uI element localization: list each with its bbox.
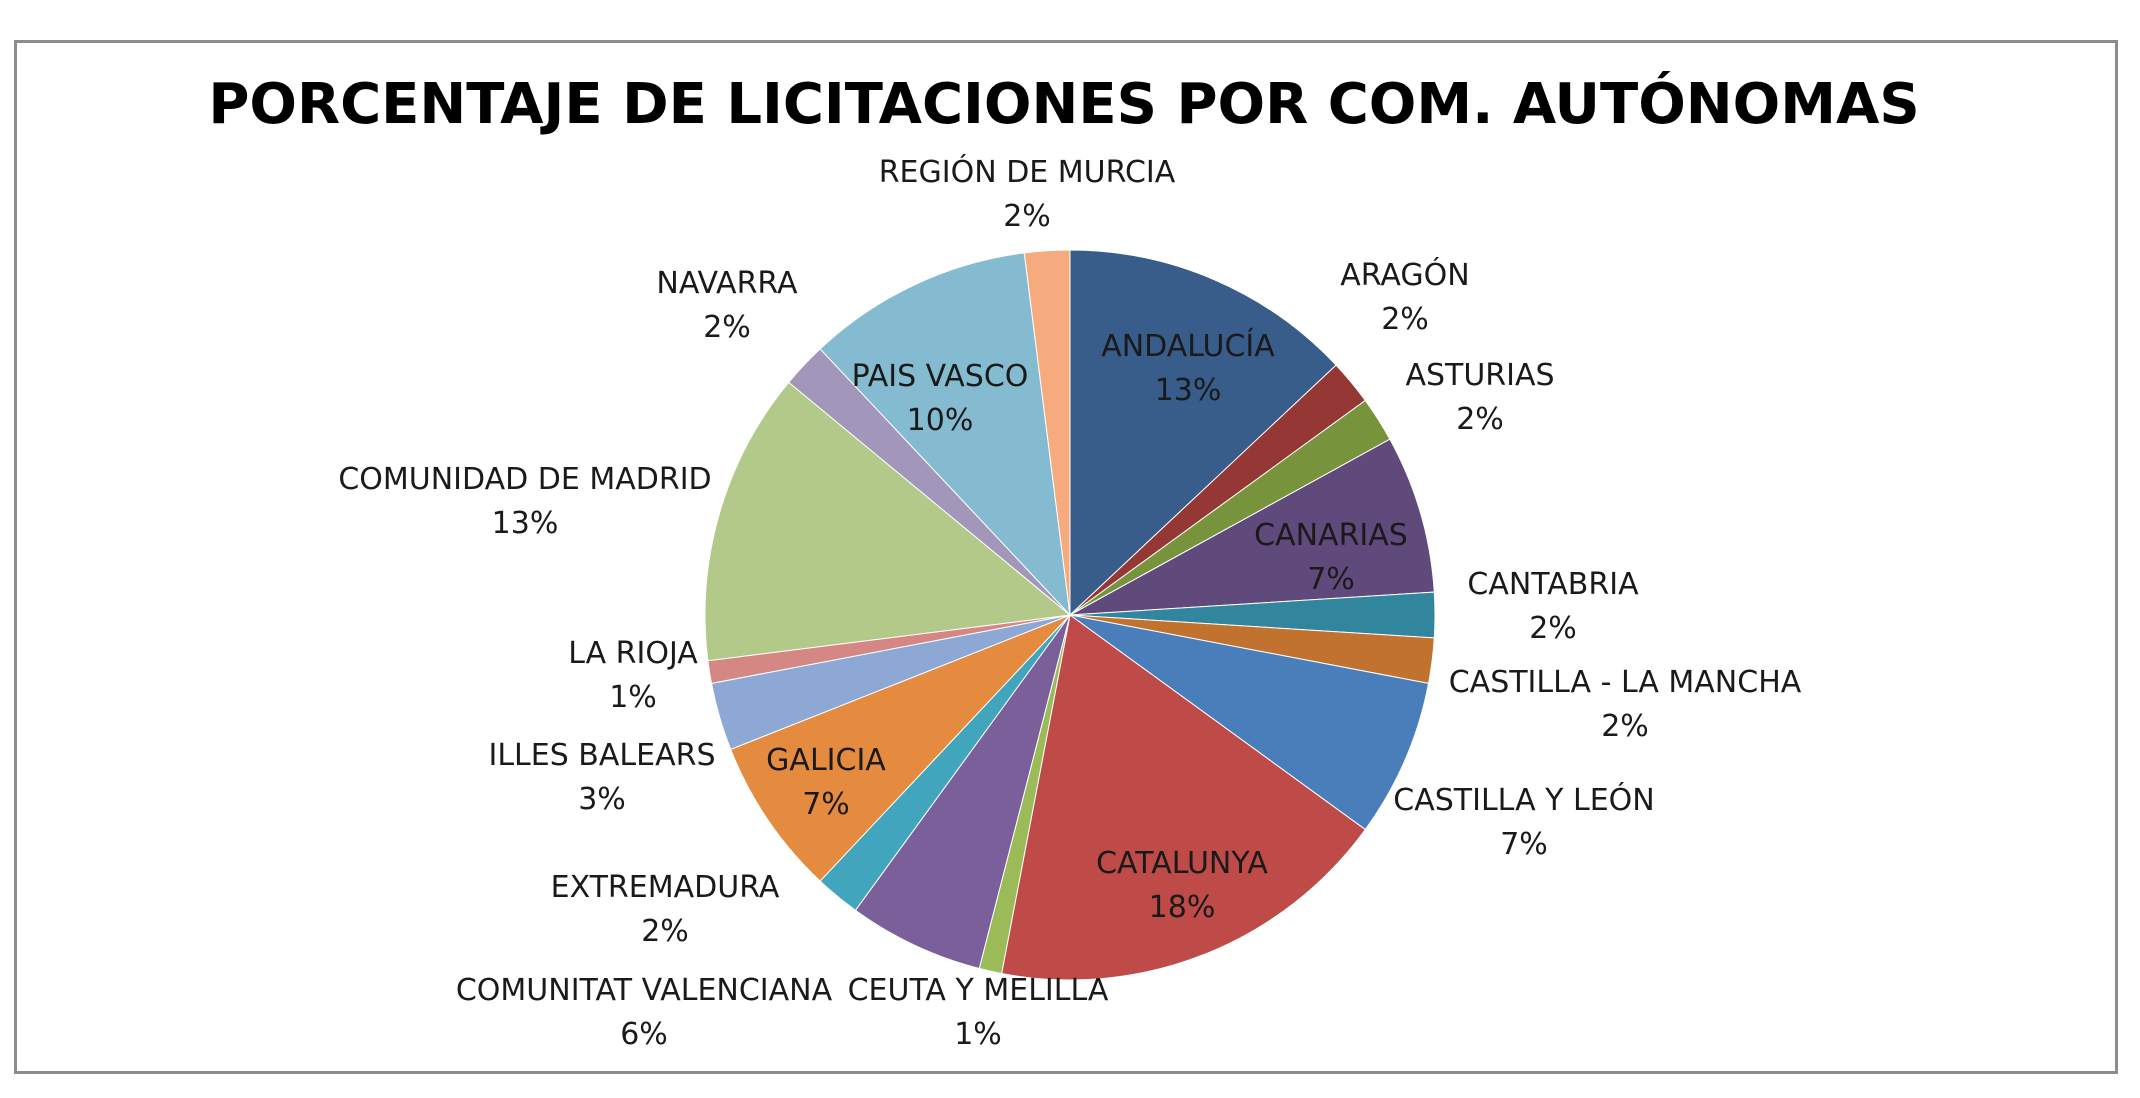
slice-label-value-castilla-y-leon: 7% bbox=[1500, 827, 1548, 862]
slice-label-value-navarra: 2% bbox=[703, 310, 751, 345]
pie-slice-pais-vasco bbox=[819, 252, 1071, 617]
slice-label-value-asturias: 2% bbox=[1456, 402, 1504, 437]
slice-label-value-illes-balears: 3% bbox=[578, 782, 626, 817]
slice-label-value-andalucia: 13% bbox=[1155, 373, 1222, 408]
slice-label-value-comunidad-de-madrid: 13% bbox=[492, 506, 559, 541]
slice-label-name-region-de-murcia: REGIÓN DE MURCIA bbox=[879, 153, 1176, 190]
pie-slice-castilla-y-leon bbox=[1069, 614, 1430, 831]
pie-slice-catalunya bbox=[1001, 614, 1366, 981]
chart-title: PORCENTAJE DE LICITACIONES POR COM. AUTÓ… bbox=[208, 72, 1920, 137]
slice-label-value-aragon: 2% bbox=[1381, 302, 1429, 337]
slice-label-value-ceuta-y-melilla: 1% bbox=[954, 1017, 1002, 1052]
slice-label-name-comunitat-valenciana: COMUNITAT VALENCIANA bbox=[456, 973, 833, 1008]
slice-label-value-region-de-murcia: 2% bbox=[1003, 199, 1051, 234]
slice-label-value-canarias: 7% bbox=[1307, 562, 1355, 597]
pie-labels: ANDALUCÍA 13% ARAGÓN 2% ASTURIAS 2% CANARIAS 7%… bbox=[338, 153, 1801, 1052]
slice-label-value-cantabria: 2% bbox=[1529, 611, 1577, 646]
slice-label-name-navarra: NAVARRA bbox=[656, 266, 798, 301]
slice-label-name-pais-vasco: PAIS VASCO bbox=[852, 359, 1029, 394]
slice-label-name-cantabria: CANTABRIA bbox=[1467, 567, 1639, 602]
slice-label-name-canarias: CANARIAS bbox=[1254, 518, 1408, 553]
slice-label-name-castilla-y-leon: CASTILLA Y LEÓN bbox=[1393, 781, 1654, 818]
slice-label-name-extremadura: EXTREMADURA bbox=[551, 870, 780, 905]
slice-label-name-galicia: GALICIA bbox=[766, 743, 886, 778]
slice-label-name-asturias: ASTURIAS bbox=[1405, 358, 1554, 393]
slice-label-value-la-rioja: 1% bbox=[609, 680, 657, 715]
slice-label-name-catalunya: CATALUNYA bbox=[1096, 846, 1268, 881]
slice-label-value-galicia: 7% bbox=[802, 787, 850, 822]
slice-label-value-castilla-la-mancha: 2% bbox=[1601, 709, 1649, 744]
slice-label-value-pais-vasco: 10% bbox=[907, 403, 974, 438]
slice-label-value-comunitat-valenciana: 6% bbox=[620, 1017, 668, 1052]
pie-slice-galicia bbox=[729, 614, 1071, 882]
pie-slice-andalucia bbox=[1069, 249, 1337, 617]
slice-label-name-aragon: ARAGÓN bbox=[1340, 256, 1469, 293]
slice-label-name-comunidad-de-madrid: COMUNIDAD DE MADRID bbox=[338, 462, 711, 497]
pie-slice-canarias bbox=[1069, 438, 1435, 616]
slice-label-name-la-rioja: LA RIOJA bbox=[568, 636, 698, 671]
pie-slices bbox=[704, 249, 1436, 981]
pie-slice-comunidad-de-madrid bbox=[704, 381, 1072, 662]
slice-label-value-extremadura: 2% bbox=[641, 914, 689, 949]
pie-slice-comunitat-valenciana bbox=[854, 614, 1071, 970]
slice-label-name-illes-balears: ILLES BALEARS bbox=[489, 738, 716, 773]
slice-label-name-andalucia: ANDALUCÍA bbox=[1101, 328, 1275, 364]
pie-slice-region-de-murcia bbox=[1023, 249, 1071, 616]
slice-label-value-catalunya: 18% bbox=[1149, 890, 1216, 925]
slice-label-name-ceuta-y-melilla: CEUTA Y MELILLA bbox=[848, 973, 1109, 1008]
slice-label-name-castilla-la-mancha: CASTILLA - LA MANCHA bbox=[1449, 665, 1802, 700]
